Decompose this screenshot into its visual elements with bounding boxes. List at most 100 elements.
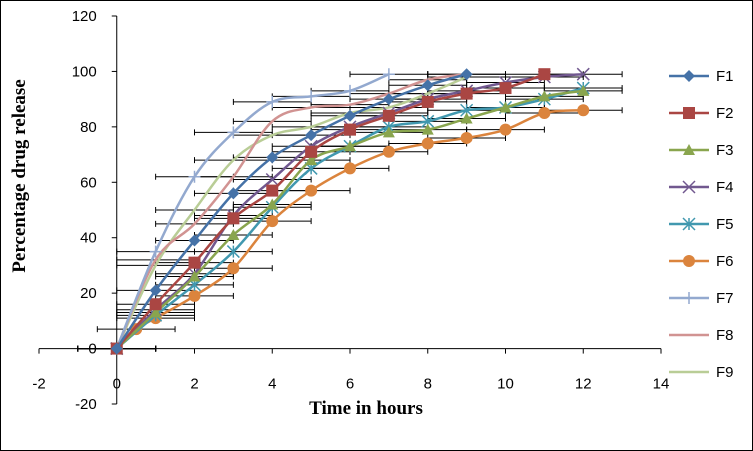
series-f8 xyxy=(115,72,467,350)
legend-label: F2 xyxy=(716,105,734,122)
x-tick-label: 4 xyxy=(268,376,276,393)
legend-label: F5 xyxy=(716,216,734,233)
series-line xyxy=(115,72,467,350)
data-point xyxy=(227,262,240,275)
data-point xyxy=(305,90,318,103)
data-point xyxy=(305,145,318,158)
data-point xyxy=(305,154,318,166)
legend-label: F3 xyxy=(716,142,734,159)
series-line xyxy=(115,75,468,350)
data-point xyxy=(382,126,395,138)
data-point xyxy=(344,140,356,152)
data-point xyxy=(188,289,201,302)
data-point xyxy=(149,284,162,297)
data-point xyxy=(227,228,240,240)
legend-label: F8 xyxy=(716,327,734,344)
legend-marker xyxy=(683,107,695,119)
data-point xyxy=(305,129,318,142)
data-point xyxy=(227,212,240,225)
y-tick-label: 40 xyxy=(80,230,97,247)
y-tick-label: 60 xyxy=(80,174,97,191)
legend-label: F1 xyxy=(716,68,734,85)
data-point xyxy=(305,184,318,197)
series-f9 xyxy=(115,75,468,350)
data-point xyxy=(188,256,201,269)
data-point xyxy=(265,172,279,187)
y-tick-label: -20 xyxy=(75,396,97,413)
data-point xyxy=(266,215,279,228)
data-point xyxy=(149,306,162,318)
data-point xyxy=(421,95,434,108)
legend-item: F1 xyxy=(669,68,734,85)
data-point xyxy=(188,170,201,183)
x-tick-label: 0 xyxy=(113,376,121,393)
legend-item: F2 xyxy=(669,105,734,122)
legend-marker xyxy=(683,144,695,155)
legend-item: F3 xyxy=(669,142,734,159)
data-point xyxy=(577,104,590,117)
data-point xyxy=(266,184,279,197)
legend-label: F4 xyxy=(716,179,734,196)
legend-item: F8 xyxy=(669,327,734,344)
data-point xyxy=(421,79,434,92)
y-tick-label: 100 xyxy=(72,63,97,80)
data-point xyxy=(499,123,512,136)
data-point xyxy=(149,245,162,258)
data-point xyxy=(576,67,590,81)
x-tick-label: 2 xyxy=(190,376,198,393)
data-point xyxy=(460,68,473,81)
data-point xyxy=(188,234,201,247)
x-axis-title: Time in hours xyxy=(309,398,423,419)
data-point xyxy=(344,123,356,136)
series-f5 xyxy=(110,81,590,356)
data-point xyxy=(382,145,395,158)
data-point xyxy=(382,93,395,106)
legend-marker xyxy=(682,217,696,231)
x-tick-label: 6 xyxy=(346,376,354,393)
data-point xyxy=(460,112,473,124)
data-point xyxy=(499,82,512,95)
data-point xyxy=(460,87,473,100)
data-point xyxy=(266,151,279,164)
legend-marker xyxy=(683,70,695,82)
y-tick-label: 20 xyxy=(80,285,97,302)
x-tick-label: 14 xyxy=(653,376,670,393)
data-point xyxy=(421,123,434,135)
data-point xyxy=(499,101,512,113)
legend-item: F5 xyxy=(669,216,734,233)
data-point xyxy=(266,198,279,210)
data-point xyxy=(421,137,434,150)
legend-marker xyxy=(683,292,695,304)
series-f1 xyxy=(110,68,473,355)
data-point xyxy=(538,68,551,81)
x-tick-label: -2 xyxy=(32,376,45,393)
y-axis-title: Percentage drug release xyxy=(9,79,30,272)
x-tick-label: 10 xyxy=(497,376,514,393)
series-line xyxy=(115,72,467,350)
data-point xyxy=(577,84,590,96)
legend-marker xyxy=(682,180,696,194)
legend-item: F4 xyxy=(669,179,734,196)
x-tick-label: 12 xyxy=(575,376,592,393)
y-tick-label: 120 xyxy=(72,8,97,25)
data-point xyxy=(227,126,240,139)
legend-item: F7 xyxy=(669,290,734,307)
legend-label: F9 xyxy=(716,364,734,381)
legend-marker xyxy=(683,255,695,267)
data-point xyxy=(344,162,356,175)
data-point xyxy=(382,68,395,81)
x-tick-label: 8 xyxy=(424,376,432,393)
data-point xyxy=(382,109,395,122)
data-point xyxy=(149,298,162,311)
data-point xyxy=(538,107,551,119)
legend-label: F6 xyxy=(716,253,734,270)
data-point xyxy=(226,245,240,259)
data-point xyxy=(344,84,356,97)
legend-item: F9 xyxy=(669,364,734,381)
data-point xyxy=(460,131,473,144)
data-point xyxy=(344,109,356,122)
data-point xyxy=(227,187,240,200)
legend-item: F6 xyxy=(669,253,734,270)
